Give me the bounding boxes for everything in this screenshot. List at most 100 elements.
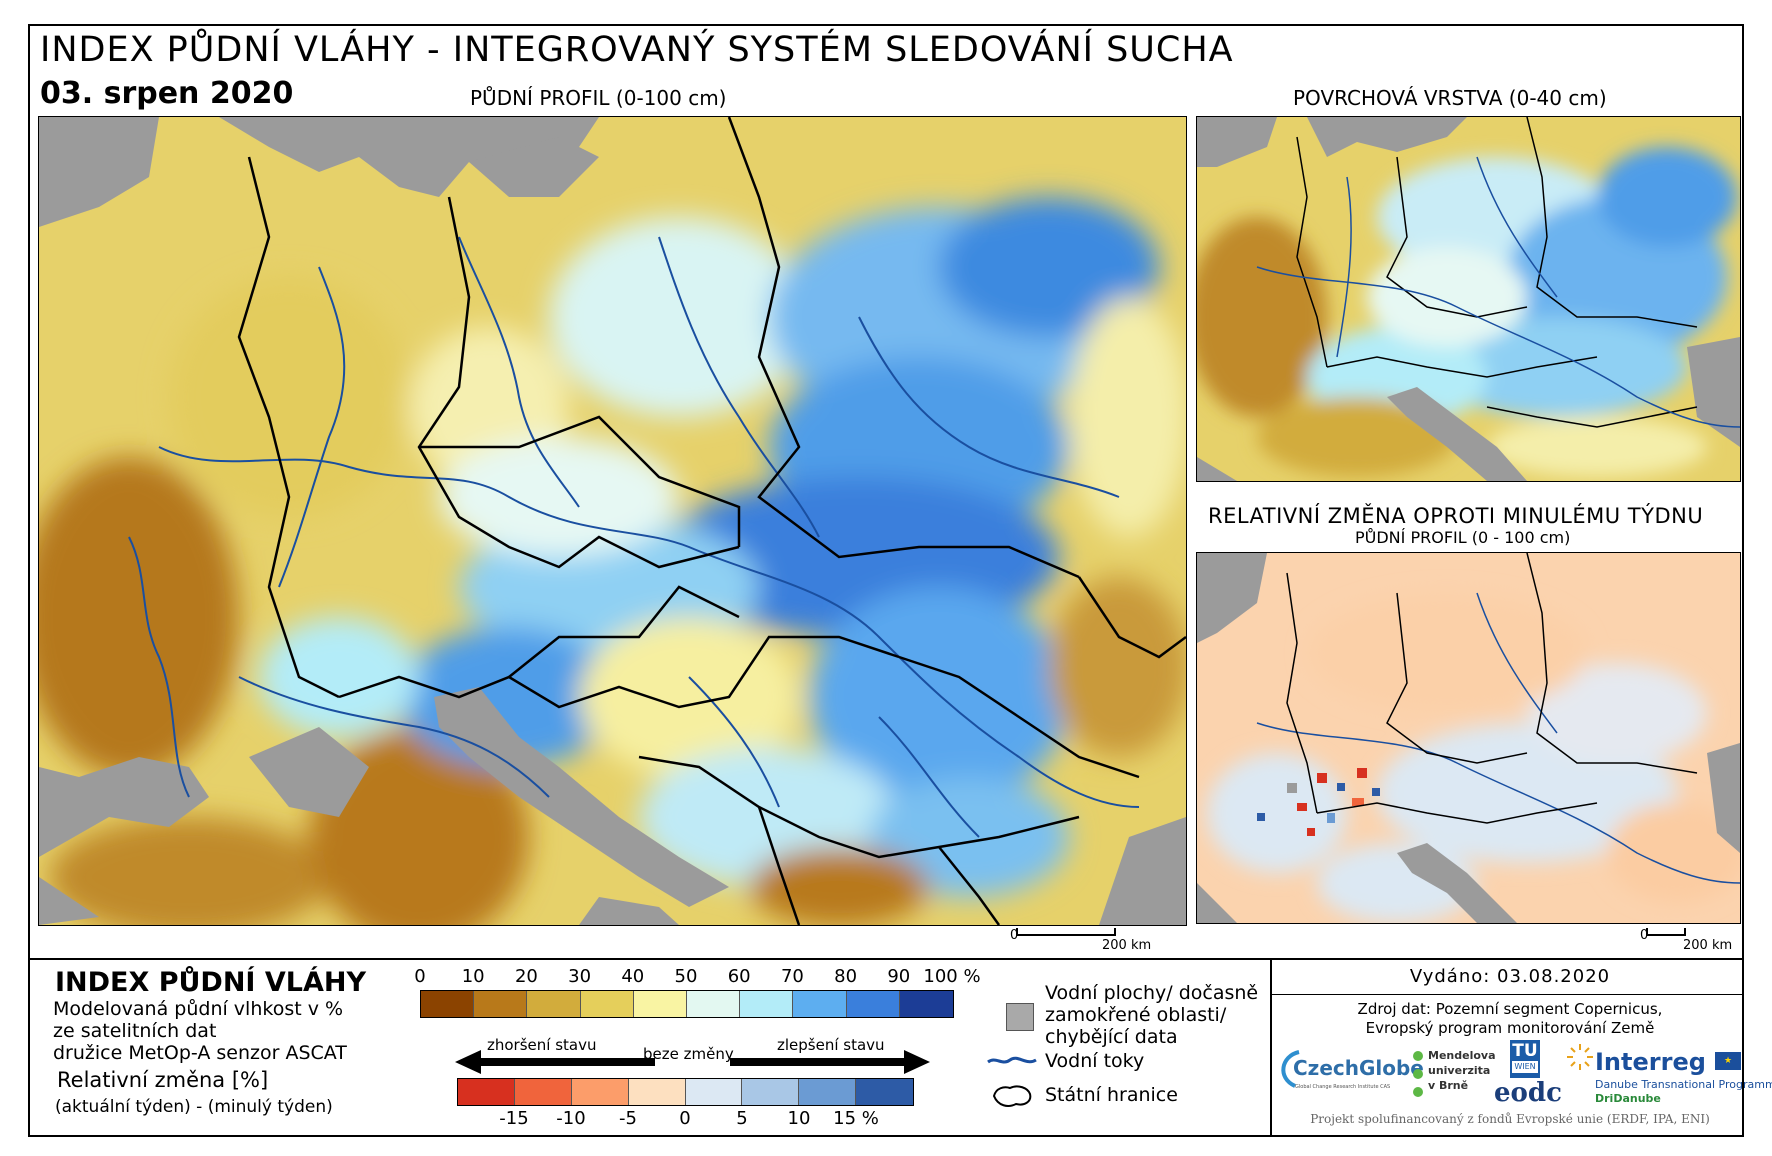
legend-info-divider (1270, 958, 1272, 1137)
main-scalebar-line (1016, 928, 1116, 936)
border-outline-icon (992, 1085, 1032, 1107)
eu-flag-icon: ★ (1715, 1052, 1741, 1070)
index-tick-0: 0 (414, 966, 426, 987)
issued-date: Vydáno: 03.08.2020 (1409, 966, 1611, 987)
legend-desc-line1: Modelovaná půdní vlhkost v % (53, 998, 344, 1020)
index-tick-4: 40 (621, 966, 645, 987)
index-swatch-3 (580, 991, 634, 1017)
interreg-text: Interreg (1595, 1048, 1706, 1076)
change-tick-5: 10 (787, 1108, 811, 1129)
legend-desc-line2: ze satelitních dat (53, 1020, 217, 1042)
index-swatch-0 (421, 991, 475, 1017)
index-tick-3: 30 (568, 966, 592, 987)
borders-label: Státní hranice (1045, 1084, 1178, 1106)
index-swatch-8 (846, 991, 900, 1017)
index-swatch-1 (474, 991, 528, 1017)
relative-change-map (1196, 552, 1741, 924)
czechglobe-swoosh-icon (1281, 1050, 1300, 1088)
index-swatch-5 (686, 991, 741, 1017)
change-swatch-3 (628, 1079, 686, 1105)
legend-divider (28, 958, 1744, 960)
wien-text: WIEN (1512, 1061, 1538, 1073)
water-label-line2: zamokřené oblasti/ (1045, 1004, 1227, 1026)
tu-wien-logo: TU WIEN (1510, 1040, 1540, 1078)
issued-divider (1272, 994, 1744, 995)
page-title: INDEX PŮDNÍ VLÁHY - INTEGROVANÝ SYSTÉM S… (40, 30, 1234, 70)
index-tick-6: 60 (727, 966, 751, 987)
interreg-sun-icon (1567, 1044, 1593, 1070)
change-colorbar (457, 1078, 914, 1106)
change-tick-1: -10 (556, 1108, 586, 1129)
missing-data-swatch (1006, 1003, 1034, 1031)
main-soil-moisture-map (38, 116, 1187, 926)
czechglobe-subtext: Global Change Research Institute CAS (1295, 1084, 1391, 1090)
legend-description: Modelovaná půdní vlhkost v % ze satelitn… (53, 998, 347, 1064)
river-line-icon (987, 1056, 1037, 1064)
index-swatch-7 (793, 991, 847, 1017)
index-tick-5: 50 (674, 966, 698, 987)
change-tick-0: -15 (499, 1108, 529, 1129)
eodc-logo: eodc (1494, 1078, 1562, 1108)
index-tick-9: 90 (887, 966, 911, 987)
change-swatch-2 (571, 1079, 629, 1105)
czechglobe-text: CzechGlobe (1293, 1056, 1424, 1080)
better-label: zlepšení stavu (777, 1036, 885, 1054)
water-areas-label: Vodní plochy/ dočasně zamokřené oblasti/… (1045, 982, 1258, 1048)
change-map-label: RELATIVNÍ ZMĚNA OPROTI MINULÉMU TÝDNU (1208, 504, 1704, 528)
relative-change-title: Relativní změna [%] (57, 1068, 269, 1092)
tu-text: TU (1512, 1041, 1538, 1061)
change-scale-ticks: -15 -10 -5 0 5 10 15 % (440, 1108, 960, 1132)
small-scalebar-zero: 0 (1640, 928, 1649, 943)
mendel-dots-icon (1413, 1051, 1423, 1097)
index-tick-8: 80 (834, 966, 858, 987)
source-line1: Zdroj dat: Pozemní segment Copernicus, (1357, 1000, 1663, 1018)
change-swatch-1 (514, 1079, 572, 1105)
rivers-label: Vodní toky (1045, 1050, 1145, 1072)
worse-arrow-icon (455, 1050, 655, 1074)
surface-map-label: POVRCHOVÁ VRSTVA (0-40 cm) (1293, 86, 1607, 110)
mendel-line3: v Brně (1428, 1079, 1469, 1092)
funding-footer: Projekt spolufinancovaný z fondů Evropsk… (1310, 1112, 1710, 1126)
change-tick-2: -5 (619, 1108, 637, 1129)
index-colorbar (420, 990, 954, 1018)
source-line2: Evropský program monitorování Země (1365, 1019, 1655, 1037)
index-scale-ticks: 0 10 20 30 40 50 60 70 80 90 100 % (410, 966, 1010, 990)
small-scalebar-label: 200 km (1683, 938, 1733, 953)
relative-change-subtitle: (aktuální týden) - (minulý týden) (55, 1097, 333, 1117)
index-swatch-2 (527, 991, 581, 1017)
small-scalebar-line (1646, 928, 1686, 936)
mendel-line2: univerzita (1428, 1064, 1491, 1077)
water-label-line1: Vodní plochy/ dočasně (1045, 982, 1259, 1004)
main-scalebar-label: 200 km (1102, 938, 1152, 953)
no-change-label: beze změny (643, 1045, 734, 1063)
index-swatch-9 (899, 991, 953, 1017)
index-swatch-6 (740, 991, 794, 1017)
index-tick-7: 70 (780, 966, 804, 987)
change-tick-3: 0 (679, 1108, 691, 1129)
change-tick-4: 5 (736, 1108, 748, 1129)
mendel-line1: Mendelova (1428, 1049, 1496, 1062)
legend-title: INDEX PŮDNÍ VLÁHY (55, 967, 367, 998)
surface-layer-map (1196, 116, 1741, 482)
change-map-sublabel: PŮDNÍ PROFIL (0 - 100 cm) (1355, 528, 1571, 547)
index-tick-10: 100 % (923, 966, 981, 987)
main-scalebar: 0 (1010, 928, 1018, 943)
change-swatch-0 (458, 1079, 515, 1105)
water-label-line3: chybějící data (1045, 1026, 1178, 1048)
change-swatch-4 (685, 1079, 743, 1105)
index-tick-2: 20 (514, 966, 538, 987)
change-swatch-5 (742, 1079, 800, 1105)
issue-date-title: 03. srpen 2020 (40, 76, 294, 111)
worse-label: zhoršení stavu (487, 1036, 597, 1054)
legend-desc-line3: družice MetOp-A senzor ASCAT (53, 1042, 347, 1064)
interreg-subtext2: DriDanube (1595, 1092, 1661, 1105)
index-swatch-4 (633, 991, 687, 1017)
data-source: Zdroj dat: Pozemní segment Copernicus, E… (1290, 1000, 1730, 1038)
change-tick-6: 15 % (833, 1108, 879, 1129)
index-tick-1: 10 (461, 966, 485, 987)
change-swatch-7 (856, 1079, 913, 1105)
scalebar-zero: 0 (1010, 928, 1019, 943)
change-swatch-6 (799, 1079, 857, 1105)
interreg-subtext1: Danube Transnational Programme (1595, 1078, 1772, 1091)
main-map-label: PŮDNÍ PROFIL (0-100 cm) (470, 86, 727, 110)
